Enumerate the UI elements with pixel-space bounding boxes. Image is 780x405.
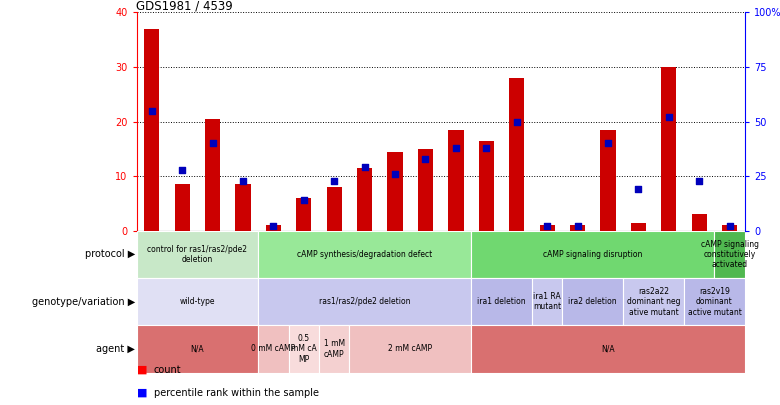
Point [206,140,218,147]
Text: ras2v19
dominant
active mutant: ras2v19 dominant active mutant [687,287,742,317]
Bar [327,187,342,231]
Point [511,118,523,125]
Bar [205,119,220,231]
Bar [236,184,250,231]
Bar [471,231,714,278]
Point [602,140,615,147]
Bar [136,231,258,278]
Text: ira1 RA
mutant: ira1 RA mutant [533,292,562,311]
Bar [266,225,281,231]
Bar [319,325,349,373]
Text: protocol ▶: protocol ▶ [85,249,135,260]
Bar [471,278,532,325]
Point [420,156,432,162]
Point [724,223,736,230]
Point [480,145,493,151]
Bar [418,149,433,231]
Text: ras2a22
dominant neg
ative mutant: ras2a22 dominant neg ative mutant [627,287,680,317]
Text: count: count [154,364,181,375]
Text: 2 mM cAMP: 2 mM cAMP [388,345,432,354]
Bar [258,278,471,325]
Bar [540,225,555,231]
Bar [175,184,190,231]
Text: ■: ■ [136,388,147,398]
Text: ira2 deletion: ira2 deletion [569,297,617,306]
Bar [562,278,623,325]
Bar [258,231,471,278]
Text: ras1/ras2/pde2 deletion: ras1/ras2/pde2 deletion [319,297,410,306]
Text: 1 mM
cAMP: 1 mM cAMP [324,339,345,359]
Point [571,223,583,230]
Bar [289,325,319,373]
Text: 0.5
mM cA
MP: 0.5 mM cA MP [291,334,317,364]
Point [663,114,675,120]
Bar [296,198,311,231]
Text: cAMP synthesis/degradation defect: cAMP synthesis/degradation defect [297,250,432,259]
Bar [631,223,646,231]
Point [633,186,645,192]
Text: cAMP signaling
constitutively
activated: cAMP signaling constitutively activated [700,240,759,269]
Bar [471,325,745,373]
Bar [601,130,615,231]
Point [541,223,554,230]
Bar [714,231,745,278]
Bar [692,215,707,231]
Text: control for ras1/ras2/pde2
deletion: control for ras1/ras2/pde2 deletion [147,245,247,264]
Text: wild-type: wild-type [179,297,215,306]
Text: 0 mM cAMP: 0 mM cAMP [251,345,296,354]
Point [693,177,706,184]
Bar [136,278,258,325]
Bar [349,325,471,373]
Text: cAMP signaling disruption: cAMP signaling disruption [543,250,643,259]
Point [237,177,250,184]
Bar [388,151,402,231]
Point [389,171,402,177]
Bar [570,225,585,231]
Bar [258,325,289,373]
Point [145,107,158,114]
Bar [623,278,684,325]
Bar [136,325,258,373]
Text: N/A: N/A [190,345,204,354]
Bar [509,78,524,231]
Text: genotype/variation ▶: genotype/variation ▶ [32,297,135,307]
Point [267,223,280,230]
Text: GDS1981 / 4539: GDS1981 / 4539 [136,0,233,12]
Text: percentile rank within the sample: percentile rank within the sample [154,388,319,398]
Bar [532,278,562,325]
Bar [357,168,372,231]
Text: ira1 deletion: ira1 deletion [477,297,526,306]
Bar [448,130,463,231]
Point [176,166,189,173]
Bar [661,67,676,231]
Bar [479,141,494,231]
Point [328,177,341,184]
Text: N/A: N/A [601,345,615,354]
Bar [684,278,745,325]
Bar [722,225,737,231]
Text: ■: ■ [136,364,147,375]
Point [450,145,463,151]
Point [298,197,310,203]
Point [359,164,371,171]
Bar [144,28,159,231]
Text: agent ▶: agent ▶ [96,344,135,354]
